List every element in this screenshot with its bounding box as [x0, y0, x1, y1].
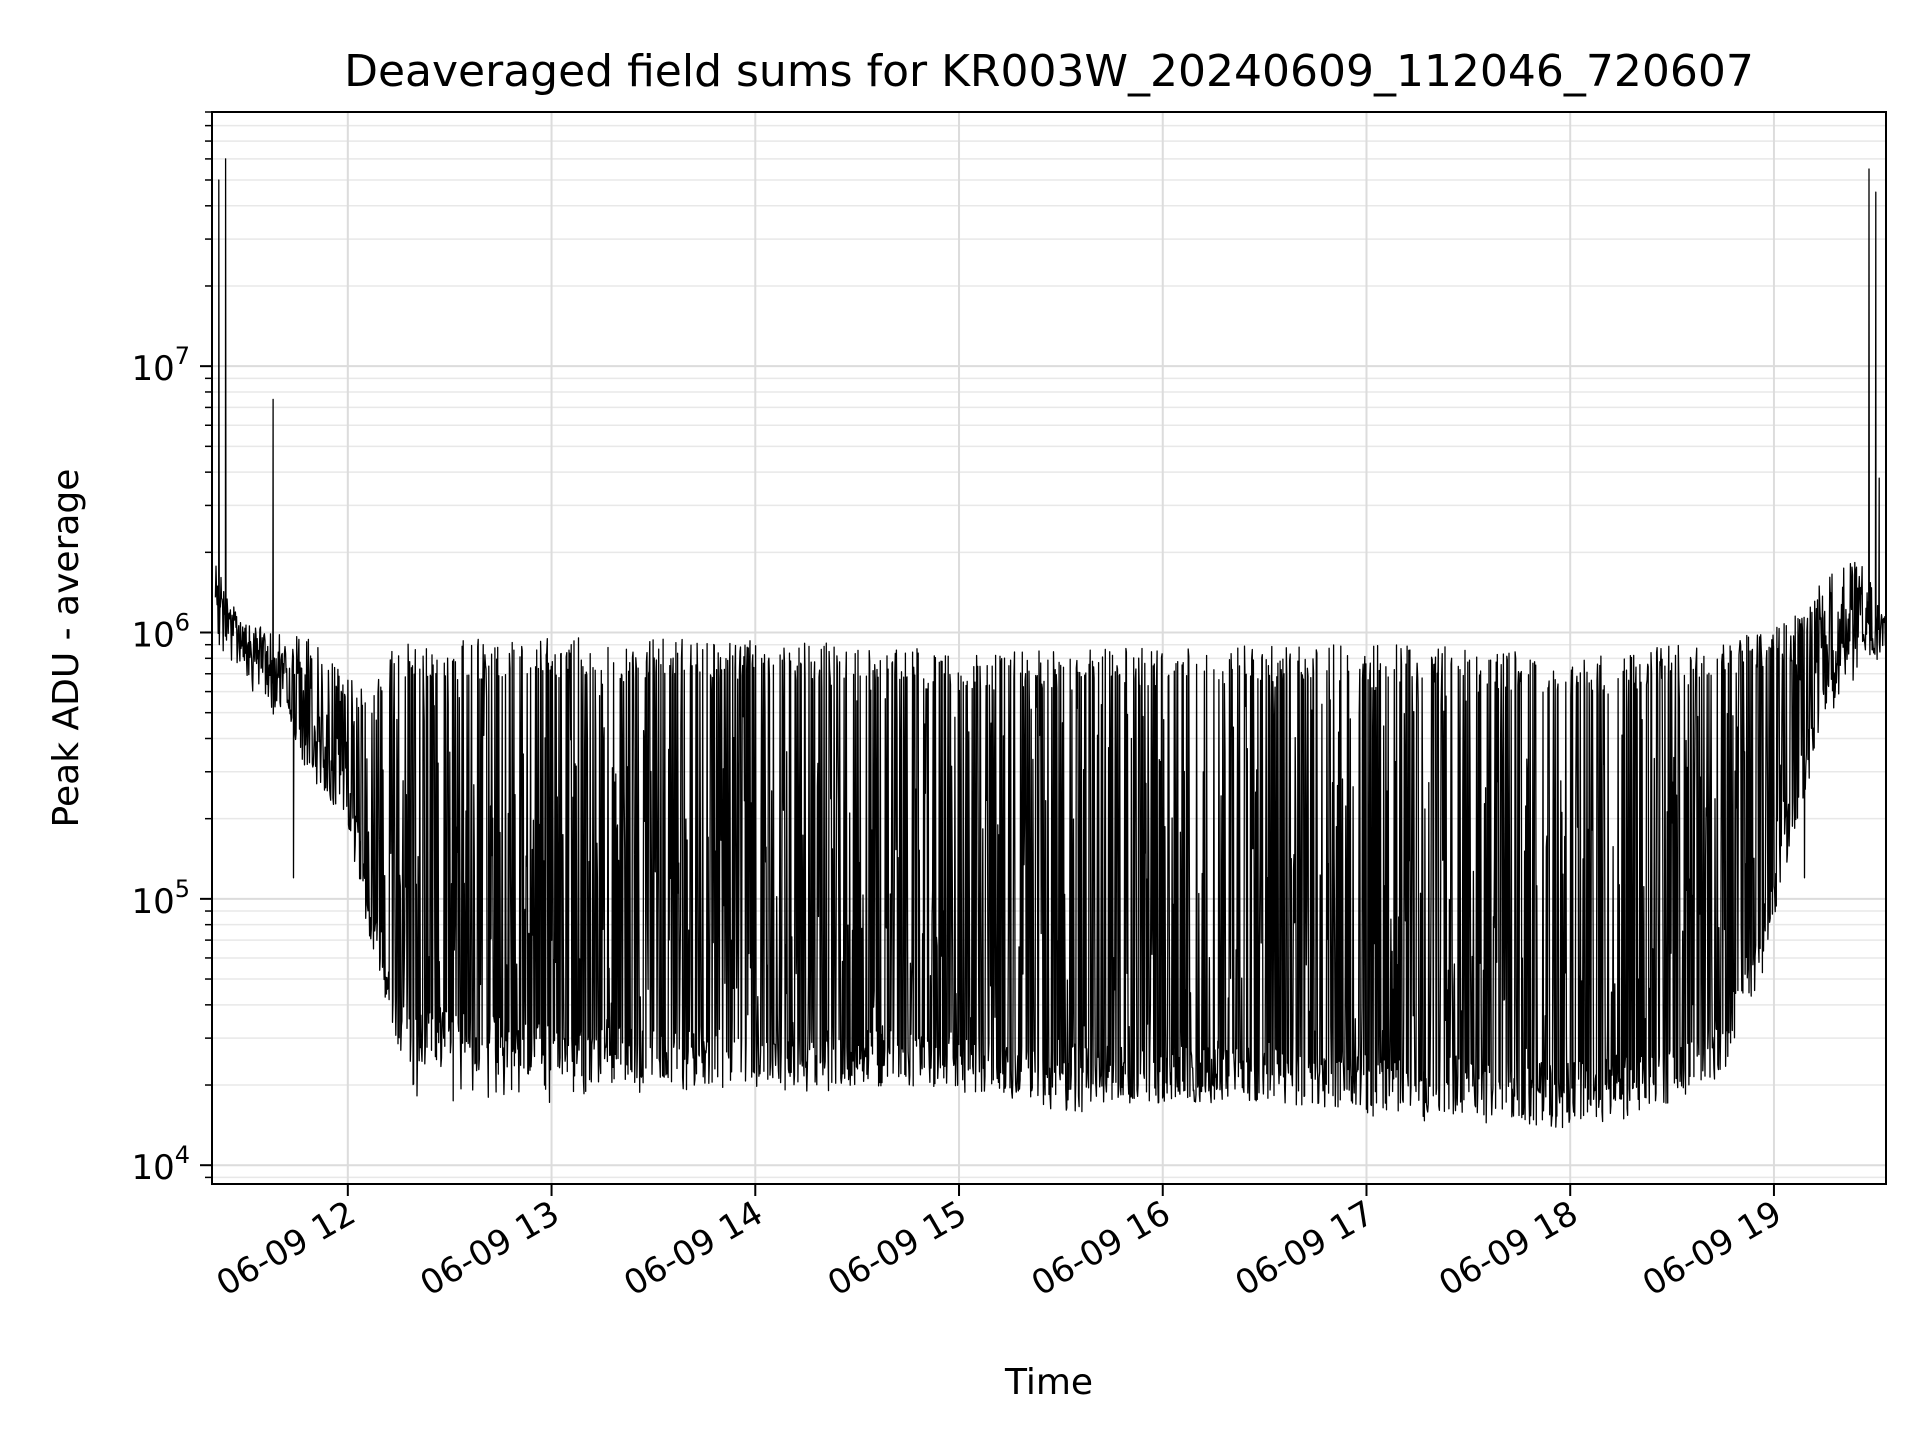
- y-tick-label: 105: [131, 875, 190, 922]
- chart-title: Deaveraged field sums for KR003W_2024060…: [344, 46, 1754, 97]
- y-axis: 104 105 106 107: [131, 111, 212, 1188]
- y-tick-label: 104: [131, 1141, 190, 1188]
- plot-frame: [211, 111, 1887, 1185]
- x-axis-title: Time: [1004, 1362, 1093, 1403]
- data-series: [214, 158, 1887, 1129]
- y-tick-label: 107: [131, 342, 190, 389]
- y-axis-title: Peak ADU - average: [46, 469, 87, 828]
- y-tick-label: 106: [131, 609, 190, 656]
- series-line: [214, 158, 1887, 1129]
